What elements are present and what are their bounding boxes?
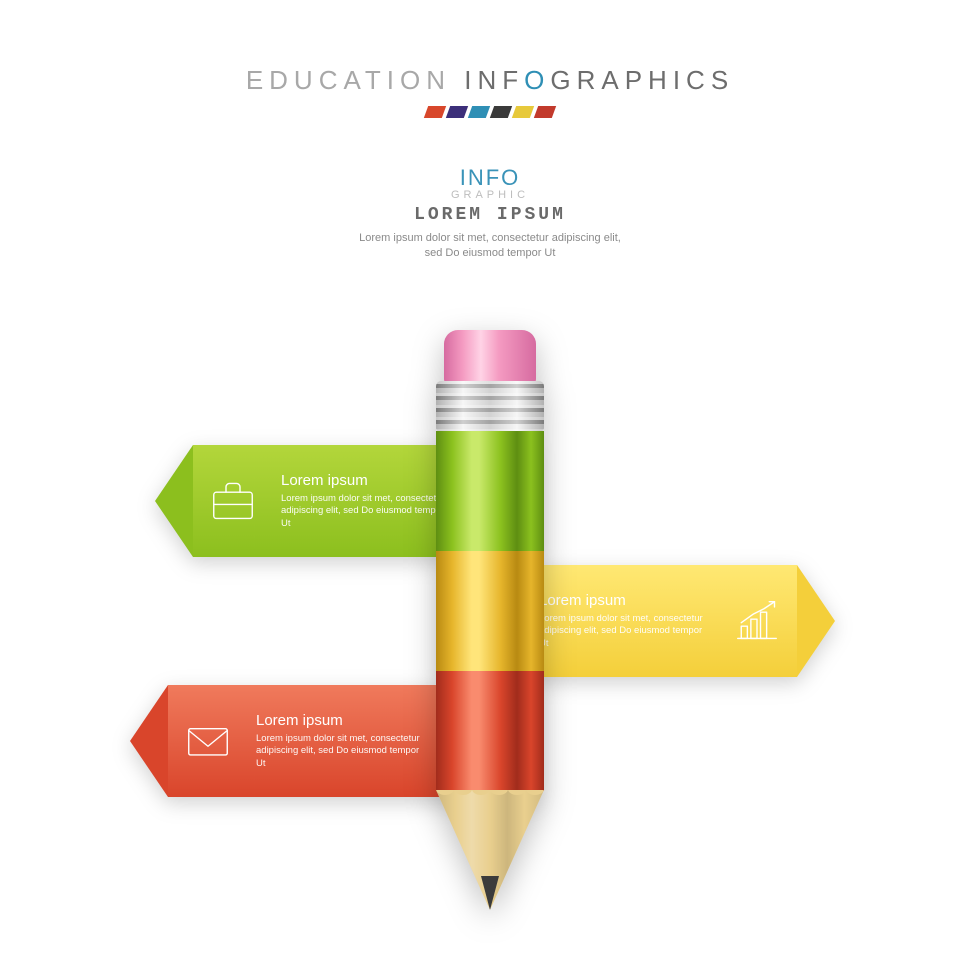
intro-graphic: GRAPHIC: [350, 189, 630, 201]
intro-body: Lorem ipsum dolor sit met, consectetur a…: [350, 231, 630, 261]
arrow-body: Lorem ipsum dolor sit met, consectetur a…: [256, 733, 426, 770]
color-swatch: [512, 106, 534, 118]
color-swatch-row: [426, 106, 554, 118]
pencil-ferrule: [436, 381, 544, 431]
page-header: EDUCATION INFOGRAPHICS: [0, 65, 980, 123]
pencil-lead: [481, 876, 499, 910]
intro-block: INFO GRAPHIC LOREM IPSUM Lorem ipsum dol…: [350, 165, 630, 261]
title-word-2: INFOGRAPHICS: [464, 65, 734, 95]
pencil-segment-2: [436, 551, 544, 671]
infographic-stage: Lorem ipsum Lorem ipsum dolor sit met, co…: [0, 330, 980, 950]
color-swatch: [468, 106, 490, 118]
page-title: EDUCATION INFOGRAPHICS: [0, 65, 980, 96]
arrow-body: Lorem ipsum dolor sit met, consectetur a…: [539, 613, 709, 650]
color-swatch: [490, 106, 512, 118]
pencil-eraser: [444, 330, 537, 385]
intro-info: INFO: [350, 165, 630, 191]
envelope-icon: [180, 713, 236, 769]
briefcase-icon: [205, 473, 261, 529]
arrow-heading: Lorem ipsum: [281, 472, 451, 489]
color-swatch: [446, 106, 468, 118]
pencil-wood-tip: [436, 790, 544, 910]
pencil-segment-1: [436, 431, 544, 551]
arrow-body: Lorem ipsum dolor sit met, consectetur a…: [281, 493, 451, 530]
title-word-1: EDUCATION: [246, 65, 451, 95]
arrow-heading: Lorem ipsum: [256, 712, 426, 729]
pencil-segment-3: [436, 671, 544, 791]
pencil: [436, 330, 544, 910]
arrow-heading: Lorem ipsum: [539, 592, 709, 609]
color-swatch: [534, 106, 556, 118]
title-highlight-letter: O: [524, 65, 550, 95]
barchart-icon: [729, 593, 785, 649]
intro-heading: LOREM IPSUM: [350, 205, 630, 225]
color-swatch: [424, 106, 446, 118]
